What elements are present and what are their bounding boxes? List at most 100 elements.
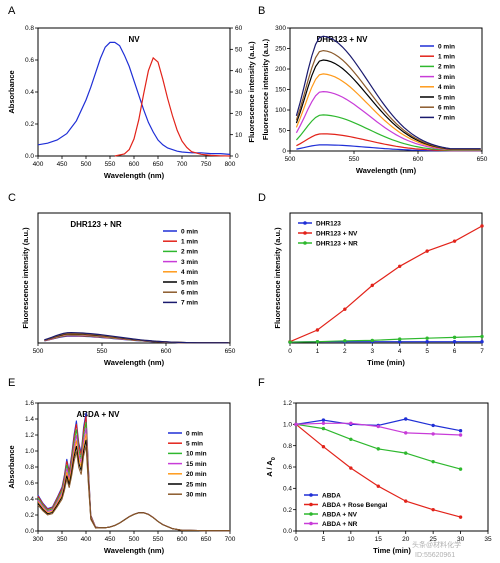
y2-tick-label: 0 (235, 153, 239, 160)
x-tick-label: 500 (129, 536, 140, 543)
x-tick-label: 600 (129, 161, 140, 168)
series-point (431, 507, 435, 512)
y2-tick-label: 40 (235, 68, 243, 75)
series-point (349, 466, 353, 470)
y2-tick-label: 10 (235, 132, 243, 139)
y-tick-label: 0.8 (25, 464, 34, 471)
legend-label: 5 min (438, 94, 455, 101)
series-point (398, 264, 402, 268)
legend-label: 2 min (438, 64, 455, 71)
x-tick-label: 30 (457, 536, 465, 543)
legend-label: 15 min (186, 461, 207, 468)
x-tick-label: 6 (453, 348, 457, 355)
series-point (349, 421, 353, 425)
legend-label: 2 min (181, 249, 198, 256)
x-tick-label: 400 (81, 536, 92, 543)
x-tick-label: 700 (177, 161, 188, 168)
x-tick-label: 500 (33, 348, 44, 355)
legend-label: 6 min (181, 290, 198, 297)
legend-label: 25 min (186, 481, 207, 488)
panel-title: NV (128, 35, 140, 44)
y-tick-label: 0 (282, 148, 286, 155)
plot-frame (37, 212, 231, 344)
y-tick-label: 50 (279, 128, 287, 135)
legend-label: 4 min (438, 84, 455, 91)
x-tick-label: 350 (57, 536, 68, 543)
panel-letter: C (8, 192, 16, 204)
legend-label: 20 min (186, 471, 207, 478)
series-fluorescence (114, 56, 231, 157)
legend-label: ABDA + Rose Bengal (322, 502, 388, 509)
x-tick-label: 4 (398, 348, 402, 355)
series-point (321, 421, 326, 425)
panel-letter: B (258, 5, 265, 17)
y-tick-label: 1.2 (25, 432, 34, 439)
legend-label: 1 min (438, 54, 455, 61)
y-tick-label: 0.8 (283, 443, 292, 450)
x-tick-label: 2 (343, 348, 347, 355)
series-30-min (37, 445, 230, 532)
series-point (321, 418, 326, 422)
legend-label: 1 min (181, 239, 198, 246)
x-axis-label: Time (min) (373, 546, 411, 555)
legend-marker (303, 221, 307, 225)
legend-marker (309, 493, 313, 497)
legend-marker (309, 502, 313, 507)
series-point (315, 340, 320, 344)
legend-label: ABDA + NR (322, 521, 358, 528)
legend-label: DHR123 + NV (316, 230, 358, 237)
y-tick-label: 0.4 (283, 486, 292, 493)
y-tick-label: 1.4 (25, 416, 34, 423)
series-point (480, 340, 484, 344)
series-point (288, 340, 292, 344)
y-tick-label: 0.2 (25, 512, 34, 519)
y2-tick-label: 60 (235, 25, 243, 32)
y-axis-label: Absorbance (7, 445, 16, 488)
panel-letter: A (8, 5, 16, 17)
y-axis-label-sub: 0 (271, 457, 277, 460)
series-point (376, 447, 380, 451)
x-tick-label: 1 (316, 348, 320, 355)
series-point (376, 484, 380, 488)
x-tick-label: 0 (288, 348, 292, 355)
y-tick-label: 0.8 (25, 25, 34, 32)
series-point (452, 335, 457, 340)
plot-frame (289, 212, 483, 344)
legend-label: 5 min (181, 279, 198, 286)
x-tick-label: 25 (430, 536, 438, 543)
y-tick-label: 0.4 (25, 496, 34, 503)
legend-label: DHR123 + NR (316, 240, 358, 247)
series-point (452, 239, 457, 243)
x-tick-label: 0 (294, 536, 298, 543)
panel-c: C 500 550 600 650 Wavelength (nm) Fluorescence… (8, 192, 236, 367)
x-tick-label: 450 (57, 161, 68, 168)
y2-tick-label: 20 (235, 111, 243, 118)
x-tick-label: 750 (201, 161, 212, 168)
x-tick-label: 600 (161, 348, 172, 355)
x-tick-label: 3 (370, 348, 374, 355)
y-tick-label: 1.0 (283, 422, 292, 429)
series-point (480, 334, 484, 339)
series-point (404, 417, 408, 421)
legend-label: 4 min (181, 269, 198, 276)
y-axis-label: Fluorescence intensity (a.u.) (261, 38, 270, 140)
x-tick-label: 450 (105, 536, 116, 543)
legend-label: 7 min (181, 300, 198, 307)
x-tick-label: 550 (349, 156, 360, 163)
legend-marker (303, 241, 307, 245)
legend-label: 6 min (438, 105, 455, 112)
series-line (295, 423, 461, 470)
series-point (349, 437, 353, 441)
series-point (425, 249, 429, 253)
series-point (343, 307, 347, 311)
y-tick-label: 0.6 (25, 57, 34, 64)
series-point (315, 328, 320, 332)
series-point (404, 451, 408, 455)
x-tick-label: 10 (347, 536, 355, 543)
watermark-id: ID:55620961 (415, 552, 455, 559)
x-axis-label: Wavelength (nm) (104, 546, 165, 555)
x-tick-label: 5 (425, 348, 429, 355)
panel-d: D 0 1 2 3 4 5 6 7 Time (min) Fluorescence intensit… (258, 192, 484, 367)
series-line (289, 225, 483, 343)
